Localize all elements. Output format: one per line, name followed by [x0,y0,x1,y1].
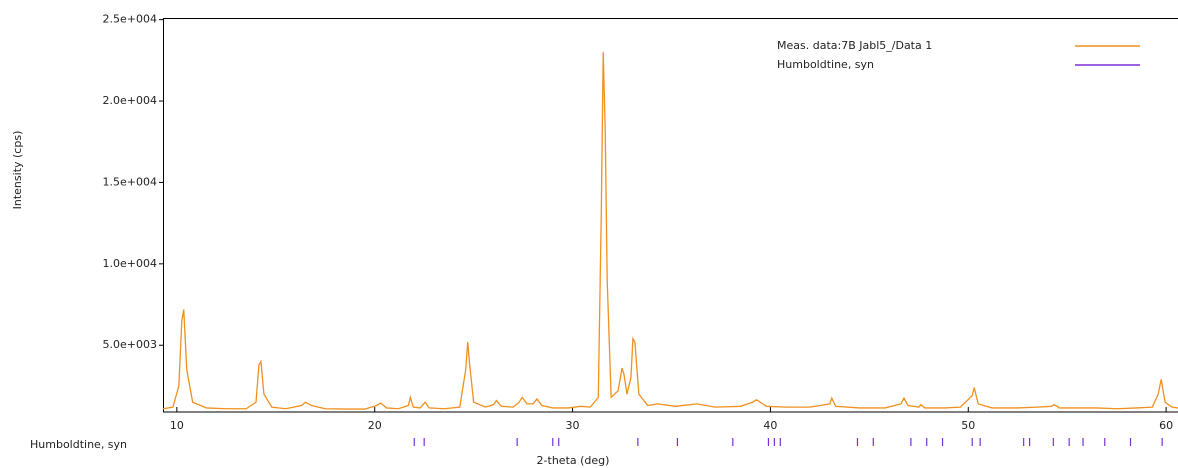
y-tick-label: 1.0e+004 [103,257,157,270]
y-tick-label: 5.0e+003 [103,338,157,351]
x-tick-label: 10 [170,419,184,432]
y-tick-label: 2.0e+004 [103,94,157,107]
legend-label: Meas. data:7B Jabl5_/Data 1 [777,39,932,52]
y-tick-label: 1.5e+004 [103,175,157,188]
plot-area [163,52,1178,410]
x-tick-label: 20 [368,419,382,432]
data-line [163,52,1178,410]
x-tick-label: 30 [566,419,580,432]
x-axis-label: 2-theta (deg) [537,454,610,467]
plot-frame [163,18,1178,413]
x-tick-label: 40 [763,419,777,432]
y-axis-label: Intensity (cps) [11,131,24,210]
legend-label: Humboldtine, syn [777,58,874,71]
x-tick-label: 50 [961,419,975,432]
y-tick-label: 2.5e+004 [103,13,157,26]
x-tick-label: 60 [1159,419,1173,432]
phase-label: Humboldtine, syn [30,438,127,451]
